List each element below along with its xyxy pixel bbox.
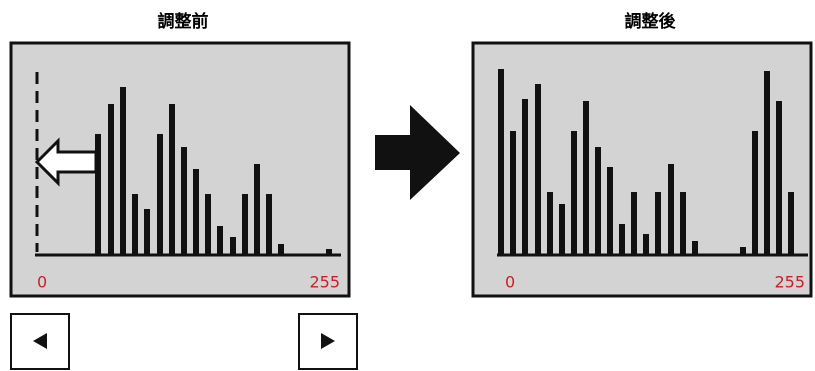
histogram-bar bbox=[144, 209, 150, 254]
histogram-bar bbox=[108, 104, 114, 254]
histogram-bar bbox=[619, 224, 625, 254]
histogram-bar bbox=[510, 131, 516, 254]
histogram-bar bbox=[95, 134, 101, 254]
axis-min-label: 0 bbox=[37, 273, 47, 292]
histogram-bar bbox=[595, 147, 601, 254]
histogram-bar bbox=[752, 131, 758, 254]
histogram-bar bbox=[522, 99, 528, 254]
histogram-bar bbox=[631, 192, 637, 254]
histogram-bar bbox=[680, 192, 686, 254]
histogram-bar bbox=[205, 194, 211, 254]
transition-arrow bbox=[375, 105, 460, 200]
histogram-bar bbox=[559, 204, 565, 254]
histogram-bar bbox=[132, 194, 138, 254]
axis-min-label: 0 bbox=[505, 273, 515, 292]
histogram-bar bbox=[266, 194, 272, 254]
panel-title: 調整前 bbox=[158, 11, 209, 32]
histogram-bar bbox=[607, 167, 613, 254]
histogram-bar bbox=[655, 192, 661, 254]
histogram-bar bbox=[254, 164, 260, 254]
histogram-bar bbox=[547, 192, 553, 254]
next-button[interactable] bbox=[298, 313, 358, 370]
panel-title: 調整後 bbox=[625, 11, 677, 32]
histogram-bar bbox=[571, 131, 577, 254]
histogram-bar bbox=[242, 194, 248, 254]
histogram-bar bbox=[326, 249, 332, 254]
histogram-bar bbox=[643, 234, 649, 254]
histogram-bar bbox=[583, 101, 589, 254]
axis-max-label: 255 bbox=[309, 273, 340, 292]
histogram-bar bbox=[535, 84, 541, 254]
histogram-bar bbox=[217, 226, 223, 254]
histogram-bar bbox=[157, 134, 163, 254]
histogram-bar bbox=[776, 101, 782, 254]
histogram-bar bbox=[120, 87, 126, 254]
histogram-bar bbox=[278, 244, 284, 254]
histogram-bar bbox=[230, 237, 236, 254]
histogram-bar bbox=[788, 192, 794, 254]
histogram-bar bbox=[193, 169, 199, 254]
histogram-bar bbox=[740, 247, 746, 254]
prev-button[interactable] bbox=[10, 313, 70, 370]
right-icon[interactable] bbox=[321, 333, 335, 349]
histogram-bar bbox=[764, 71, 770, 254]
histogram-bar bbox=[498, 69, 504, 254]
left-icon[interactable] bbox=[33, 333, 47, 349]
histogram-bar bbox=[169, 104, 175, 254]
histogram-bar bbox=[692, 241, 698, 254]
axis-max-label: 255 bbox=[774, 273, 805, 292]
histogram-bar bbox=[668, 164, 674, 254]
histogram-bar bbox=[181, 147, 187, 254]
